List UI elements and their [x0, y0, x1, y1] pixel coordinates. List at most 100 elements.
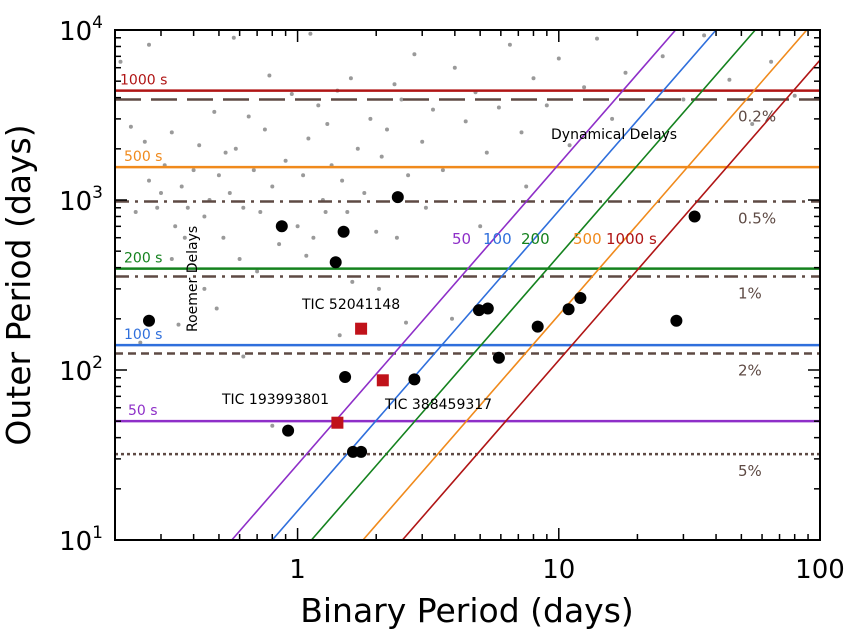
roemer-delay-label: 50 s [128, 403, 158, 419]
background-system-point [182, 235, 187, 240]
triple-system-point [143, 314, 155, 327]
background-system-point [385, 127, 389, 132]
background-system-point [610, 116, 615, 121]
background-system-point [267, 73, 272, 78]
background-system-point [394, 235, 399, 240]
background-system-point [519, 130, 524, 135]
background-system-point [173, 224, 178, 229]
background-system-point [241, 205, 246, 210]
background-system-point [197, 143, 202, 148]
background-system-point [270, 184, 275, 189]
mass-fraction-label: 0.2% [738, 108, 776, 126]
x-tick-label: 1 [289, 555, 306, 585]
background-system-point [118, 59, 123, 64]
triple-system-point [339, 371, 352, 383]
background-system-point [202, 286, 207, 291]
dynamical-delay-line [231, 30, 677, 540]
background-system-point [478, 224, 483, 229]
background-system-point [392, 82, 397, 87]
background-system-point [289, 92, 294, 96]
background-system-point [595, 36, 599, 41]
y-axis-title: Outer Period (days) [0, 124, 38, 445]
background-system-point [345, 210, 350, 214]
background-system-point [212, 109, 217, 114]
background-system-point [237, 257, 242, 261]
background-system-point [440, 168, 445, 173]
background-system-point [507, 42, 512, 47]
background-system-point [769, 59, 774, 64]
background-system-point [311, 235, 316, 240]
x-tick-label: 100 [795, 555, 845, 585]
mass-fraction-label: 2% [738, 362, 762, 380]
background-system-point [133, 210, 138, 214]
background-system-point [340, 178, 345, 183]
background-system-point [221, 235, 226, 240]
background-system-point [412, 52, 417, 57]
plot-frame [114, 29, 821, 541]
roemer-delay-label: 200 s [124, 251, 162, 267]
x-tick-label: 10 [542, 555, 575, 585]
y-tick-exponent: 4 [92, 13, 103, 33]
roemer-delay-label: 100 s [124, 327, 162, 343]
background-system-point [251, 168, 256, 173]
y-tick-label: 104 [59, 13, 103, 47]
background-system-point [623, 70, 628, 75]
background-system-point [582, 85, 587, 90]
background-system-point [159, 191, 163, 195]
background-system-point [262, 127, 267, 132]
background-system-point [450, 316, 454, 321]
background-system-point [567, 143, 572, 148]
background-system-point [316, 103, 321, 108]
triple-system-point [574, 292, 587, 304]
background-system-point [556, 56, 561, 61]
highlighted-system-point [376, 374, 389, 387]
background-system-point [169, 257, 174, 261]
mass-fraction-label: 5% [738, 462, 762, 480]
highlighted-system-point [355, 322, 368, 335]
roemer-region-label: Roemer Delays [185, 226, 201, 332]
triple-system-point [670, 314, 683, 327]
background-system-point [337, 333, 342, 338]
background-system-point [463, 119, 468, 124]
background-system-point [191, 168, 196, 173]
x-axis-title: Binary Period (days) [300, 591, 634, 630]
background-system-point [223, 150, 228, 155]
background-system-point [377, 286, 381, 291]
background-system-point [484, 150, 489, 155]
background-system-point [216, 173, 221, 178]
background-system-point [792, 93, 797, 98]
background-system-point [641, 133, 645, 138]
highlighted-system-point [331, 416, 344, 429]
background-system-point [420, 139, 425, 144]
background-system-point [681, 97, 686, 102]
triple-system-point [355, 445, 368, 458]
triple-system-point [531, 320, 544, 333]
background-system-point [702, 33, 707, 38]
background-system-point [179, 184, 184, 189]
background-system-point [355, 146, 360, 151]
highlighted-system-label: TIC 52041148 [301, 297, 400, 313]
background-system-point [379, 154, 384, 159]
background-system-point [544, 103, 549, 108]
background-system-point [304, 253, 309, 258]
background-system-point [524, 184, 529, 189]
background-system-point [374, 229, 379, 234]
background-system-point [214, 306, 219, 311]
background-system-point [308, 31, 313, 36]
y-tick-base: 10 [59, 527, 92, 557]
background-system-point [362, 191, 367, 195]
triple-system-point [408, 373, 421, 386]
background-system-point [277, 242, 282, 247]
background-system-point [138, 340, 143, 345]
background-system-point [147, 178, 151, 183]
background-system-point [323, 210, 328, 214]
background-system-point [325, 122, 330, 126]
triple-system-point [688, 210, 701, 223]
background-system-point [727, 77, 732, 82]
background-system-point [295, 224, 300, 229]
dynamical-region-label: Dynamical Delays [551, 127, 677, 143]
background-system-point [142, 139, 147, 144]
triple-system-point [492, 351, 505, 364]
background-system-point [431, 107, 435, 112]
